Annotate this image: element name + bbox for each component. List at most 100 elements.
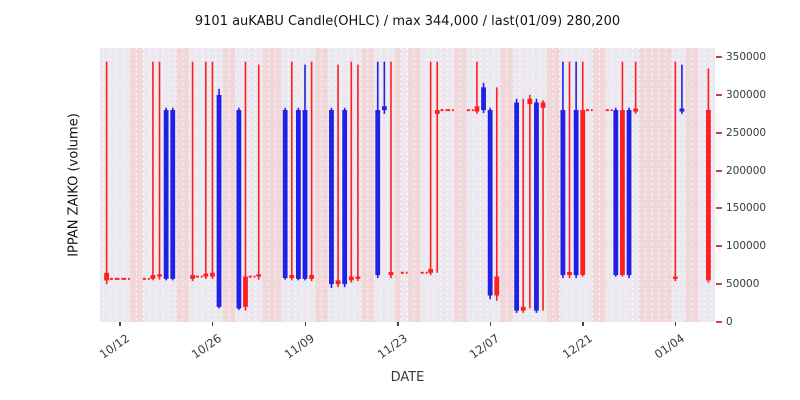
candle-body: [210, 272, 215, 277]
candle-body: [620, 110, 625, 276]
weekend-stripe: [361, 48, 368, 322]
weekend-stripe: [268, 48, 276, 322]
y-tick-mark: [716, 56, 722, 59]
y-axis-ticks: 0 50000 100000 150000 200000 250000 300000 3500…: [716, 48, 800, 328]
weekend-stripe: [691, 48, 699, 322]
weekend-stripe: [506, 48, 514, 322]
candle-body: [560, 110, 566, 276]
x-tick-label: 11/09: [281, 331, 318, 362]
candle-body: [203, 273, 209, 277]
candle-body: [289, 275, 295, 279]
y-tick-label: 150000: [726, 202, 767, 215]
weekend-stripe: [500, 48, 507, 322]
weekend-stripe: [665, 48, 673, 322]
candle-body: [157, 274, 162, 277]
candle-body: [348, 276, 354, 281]
candle-body: [434, 110, 440, 114]
candle-body: [540, 102, 546, 108]
weekend-stripe: [453, 48, 461, 322]
y-tick-label: 250000: [726, 126, 767, 139]
candle-body: [633, 108, 639, 112]
y-tick-label: 50000: [726, 278, 760, 291]
weekend-stripe: [599, 48, 606, 322]
weekend-stripe: [592, 48, 600, 322]
candle-body: [527, 98, 533, 105]
candle-body: [309, 275, 315, 279]
candle-body: [520, 306, 526, 311]
candle-body: [190, 275, 195, 279]
y-axis-label: IPPAN ZAIKO (volume): [66, 113, 82, 257]
x-axis-ticks: 10/12 10/26 11/09 11/23 12/07 12/21 01/04: [96, 322, 715, 382]
weekend-stripe: [638, 48, 646, 322]
weekend-stripe: [367, 48, 375, 322]
x-tick-label: 10/26: [189, 331, 225, 362]
weekend-stripe: [685, 48, 692, 322]
y-tick-label: 200000: [726, 164, 767, 177]
weekend-stripe: [262, 48, 269, 322]
candle-body: [388, 272, 394, 276]
x-tick-label: 10/12: [96, 331, 132, 362]
weekend-stripe: [460, 48, 468, 322]
candle-body: [626, 110, 632, 276]
candle-body: [256, 274, 262, 277]
weekend-stripe: [321, 48, 329, 322]
candle-body: [573, 110, 579, 276]
weekend-stripe: [645, 48, 653, 322]
x-tick-mark: [582, 322, 584, 326]
weekend-stripe: [136, 48, 143, 322]
weekend-stripe: [407, 48, 415, 322]
candle-body: [381, 106, 387, 111]
y-tick-mark: [716, 93, 722, 96]
y-tick-label: 0: [726, 316, 733, 328]
y-tick-mark: [716, 321, 722, 323]
candle-body: [150, 275, 156, 279]
x-tick-mark: [304, 322, 306, 326]
x-axis-label: DATE: [390, 370, 425, 385]
weekend-stripe: [176, 48, 183, 322]
candle-body: [428, 269, 434, 273]
candle-body: [342, 110, 348, 285]
candle-body: [481, 87, 486, 111]
candle-body: [580, 110, 586, 276]
candle-body: [335, 280, 341, 285]
x-tick-mark: [397, 322, 399, 326]
candlestick-plot: [102, 48, 713, 322]
x-tick-mark: [211, 322, 214, 326]
candle-body: [163, 110, 169, 279]
y-tick-label: 100000: [726, 240, 767, 253]
candle-body: [494, 276, 500, 296]
weekend-stripe: [394, 48, 401, 322]
candle-body: [329, 110, 334, 285]
y-tick-mark: [716, 131, 722, 134]
candle-body: [679, 108, 685, 112]
plot-area: [100, 48, 715, 322]
candle-body: [613, 110, 619, 276]
y-tick-mark: [716, 207, 722, 210]
x-tick-label: 12/07: [466, 331, 503, 362]
weekend-stripe: [546, 48, 553, 322]
weekend-stripe: [129, 48, 137, 322]
x-tick-mark: [674, 322, 677, 326]
weekend-stripe: [222, 48, 229, 322]
candle-body: [487, 110, 493, 296]
weekend-stripe: [182, 48, 190, 322]
y-tick-mark: [716, 245, 722, 248]
candle-body: [705, 109, 711, 281]
candle-body: [567, 272, 572, 276]
weekend-stripe: [314, 48, 322, 322]
weekend-stripe: [652, 48, 659, 322]
weekend-stripe: [275, 48, 282, 322]
candle-body: [104, 272, 110, 281]
weekend-stripe: [552, 48, 560, 322]
weekend-stripe: [658, 48, 666, 322]
chart-title: 9101 auKABU Candle(OHLC) / max 344,000 /…: [194, 14, 621, 29]
y-tick-mark: [716, 283, 722, 286]
candle-body: [474, 106, 480, 112]
y-tick-label: 350000: [726, 51, 767, 64]
weekend-stripe: [228, 48, 236, 322]
candle-body: [302, 110, 308, 279]
candle-body: [216, 94, 222, 307]
candle-body: [672, 276, 678, 279]
candle-body: [355, 276, 361, 279]
x-tick-mark: [489, 322, 492, 326]
